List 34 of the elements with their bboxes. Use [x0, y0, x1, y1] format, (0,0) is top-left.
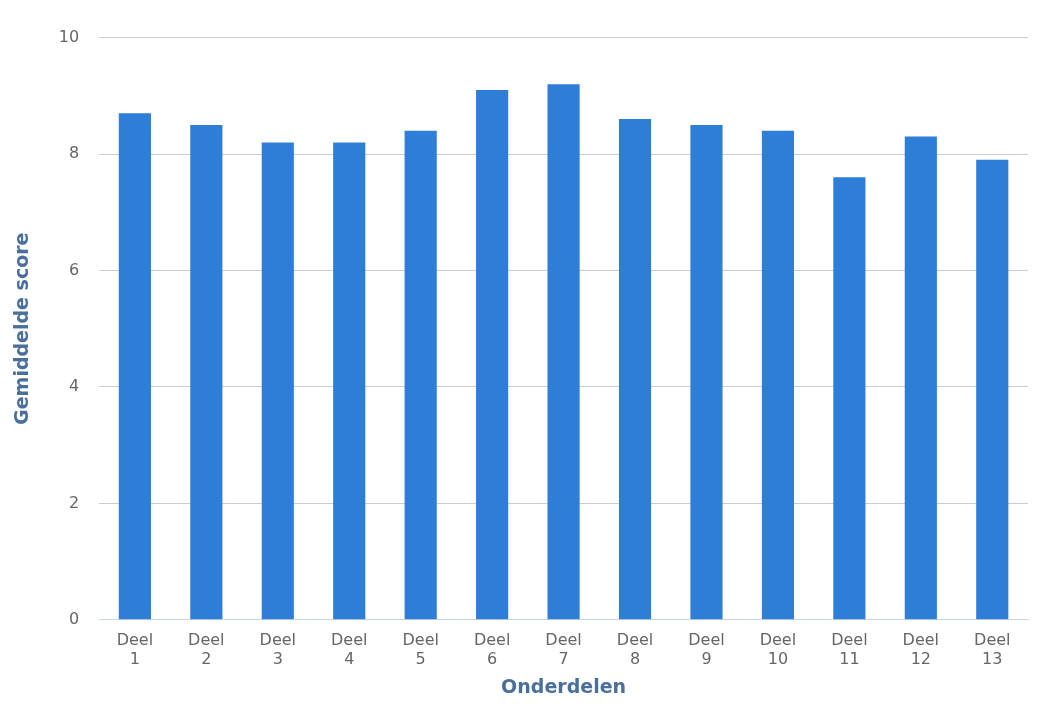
- y-tick-label: 6: [68, 259, 80, 279]
- x-tick-label: Deel 2: [188, 629, 225, 668]
- x-tick-label: Deel 6: [473, 629, 511, 668]
- x-tick-label: Deel 4: [331, 629, 368, 668]
- y-tick-label: 10: [58, 26, 80, 46]
- x-tick-label: Deel 3: [259, 629, 297, 668]
- bar: [547, 84, 580, 620]
- bar: [333, 142, 366, 620]
- x-tick-label: Deel 11: [831, 629, 868, 668]
- bar: [976, 159, 1009, 620]
- bar: [404, 130, 437, 620]
- x-tick-label: Deel 7: [545, 629, 582, 668]
- x-tick-label: Deel 13: [974, 629, 1011, 668]
- bar: [761, 130, 794, 620]
- y-tick-label: 0: [68, 608, 80, 628]
- y-tick-label: 2: [68, 492, 80, 512]
- bar: [904, 136, 937, 620]
- x-tick-label: Deel 12: [902, 629, 940, 668]
- x-tick-label: Deel 10: [759, 629, 797, 668]
- y-axis-title: Gemiddelde score: [10, 232, 33, 425]
- y-tick-label: 4: [68, 376, 80, 396]
- bar: [476, 90, 509, 620]
- bar: [118, 113, 151, 620]
- bar: [190, 124, 223, 620]
- x-tick-label: Deel 8: [616, 629, 654, 668]
- bar: [690, 124, 723, 620]
- bar: [261, 142, 294, 620]
- bar: [618, 119, 652, 620]
- x-tick-label: Deel 9: [688, 629, 725, 668]
- x-tick-label: Deel 1: [116, 629, 154, 668]
- bar: [833, 177, 866, 620]
- x-axis-title: Onderdelen: [501, 674, 627, 697]
- y-tick-label: 8: [68, 143, 80, 163]
- x-tick-label: Deel 5: [402, 629, 439, 668]
